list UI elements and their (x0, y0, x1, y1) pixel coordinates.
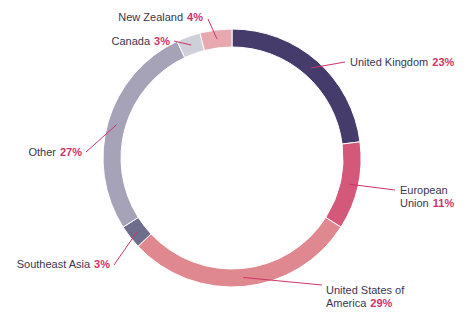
svg-text:Canada3%: Canada3% (112, 35, 171, 47)
svg-text:New Zealand4%: New Zealand4% (118, 11, 203, 23)
svg-text:United Kingdom23%: United Kingdom23% (350, 56, 455, 68)
svg-text:Other27%: Other27% (28, 146, 82, 158)
svg-text:United States ofAmerica29%: United States ofAmerica29% (326, 284, 405, 309)
svg-text:EuropeanUnion11%: EuropeanUnion11% (400, 184, 454, 209)
svg-text:Southeast Asia3%: Southeast Asia3% (17, 258, 111, 270)
